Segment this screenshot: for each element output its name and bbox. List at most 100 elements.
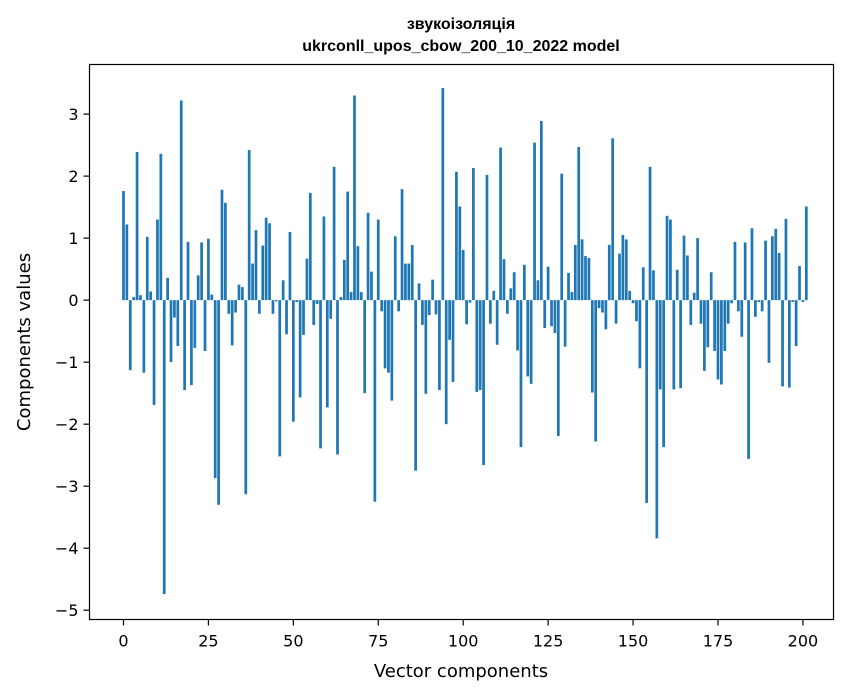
bar-104 [475,300,478,392]
bar-69 [357,246,360,300]
bar-186 [754,300,757,317]
bar-21 [193,300,196,348]
bar-51 [295,300,298,302]
x-tick-label: 175 [703,632,734,651]
bar-30 [224,203,227,300]
bar-117 [520,300,523,447]
bar-82 [401,189,404,300]
bar-158 [659,300,662,389]
y-tick-label: 0 [68,291,78,310]
bar-101 [465,300,468,324]
bar-39 [255,230,258,300]
bar-129 [560,174,563,301]
bar-50 [292,300,295,422]
bar-7 [146,237,149,300]
bar-142 [605,300,608,329]
bar-62 [333,167,336,300]
bar-168 [693,293,696,300]
bar-110 [496,300,499,345]
bar-160 [666,216,669,300]
bar-89 [424,300,427,394]
bar-182 [740,300,743,337]
bar-139 [594,300,597,441]
bar-128 [557,300,560,436]
bar-53 [302,300,305,335]
bar-138 [591,300,594,392]
bar-8 [149,291,152,300]
y-tick-label: −5 [55,601,79,620]
bar-80 [394,236,397,300]
bar-48 [285,300,288,334]
bar-96 [448,300,451,340]
bar-74 [374,300,377,502]
bar-37 [248,150,251,300]
x-axis-ticks: 0 25 50 75 100 125 150 175 200 [118,620,818,651]
bar-52 [299,300,302,397]
bar-72 [367,213,370,300]
bar-17 [180,100,183,300]
bar-159 [662,300,665,447]
bar-83 [404,264,407,301]
bar-150 [632,300,635,303]
bar-127 [554,300,557,333]
bar-143 [608,245,611,300]
bar-112 [503,259,506,300]
bar-97 [452,300,455,382]
bar-78 [387,300,390,373]
bar-90 [428,300,431,315]
bar-176 [720,300,723,384]
bar-67 [350,292,353,300]
bar-68 [353,96,356,301]
bar-157 [655,300,658,538]
bar-140 [598,300,601,308]
bar-184 [747,300,750,459]
bar-126 [550,300,553,326]
bar-18 [183,300,186,390]
y-tick-label: 1 [68,229,78,248]
bar-38 [251,264,254,301]
bar-75 [377,220,380,301]
bar-84 [407,264,410,301]
bar-0 [122,191,125,300]
bar-14 [170,300,173,362]
bar-15 [173,300,176,317]
bar-54 [306,259,309,301]
bar-135 [581,239,584,300]
bar-29 [221,190,224,300]
bar-20 [190,300,193,385]
bar-108 [489,300,492,324]
bar-111 [499,148,502,301]
bar-161 [669,220,672,301]
bar-32 [231,300,234,345]
bar-102 [469,300,472,302]
x-axis-label: Vector components [374,661,548,682]
bar-58 [319,300,322,448]
bar-106 [482,300,485,465]
bar-59 [323,216,326,300]
bar-92 [435,300,438,314]
bar-5 [139,295,142,300]
bar-91 [431,280,434,300]
bar-113 [506,300,509,314]
x-tick-label: 100 [448,632,479,651]
bar-151 [635,300,638,321]
bar-79 [391,300,394,400]
bar-12 [163,300,166,594]
bar-146 [618,254,621,301]
bar-181 [737,300,740,311]
bar-60 [326,300,329,407]
bar-164 [679,300,682,388]
bar-11 [159,154,162,300]
bar-77 [384,300,387,368]
bar-35 [241,287,244,300]
bar-10 [156,220,159,301]
bar-22 [197,275,200,300]
bar-188 [761,300,764,311]
bar-197 [791,300,794,302]
bar-71 [363,300,366,393]
bar-85 [411,245,414,300]
bar-94 [441,88,444,300]
bar-81 [397,300,400,311]
bar-167 [689,300,692,325]
